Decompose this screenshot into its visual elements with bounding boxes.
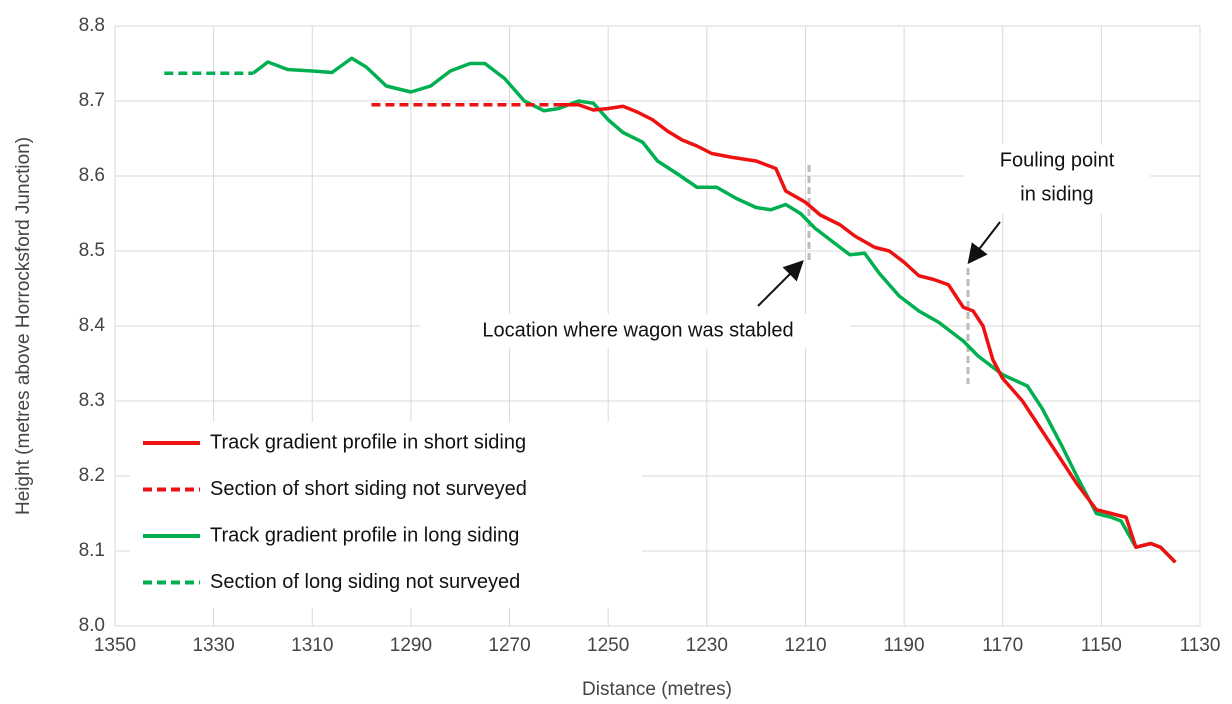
x-tick-label: 1330 <box>192 635 234 656</box>
annotation-arrow <box>967 221 1001 265</box>
y-tick-label: 8.7 <box>79 90 105 111</box>
annotation-arrow <box>757 260 804 307</box>
y-tick-label: 8.1 <box>79 540 105 561</box>
y-tick-label: 8.8 <box>79 15 105 36</box>
annotation-bg <box>420 314 850 348</box>
y-tick-label: 8.5 <box>79 240 105 261</box>
legend-label: Section of short siding not surveyed <box>210 478 527 500</box>
x-tick-label: 1190 <box>884 635 925 656</box>
x-tick-label: 1150 <box>1081 635 1122 656</box>
x-tick-label: 1350 <box>94 635 136 656</box>
x-tick-label: 1210 <box>784 635 826 656</box>
legend-label: Track gradient profile in short siding <box>210 431 526 453</box>
annotation-text: in siding <box>1020 183 1093 205</box>
series-line <box>558 103 1177 564</box>
annotation-text: Fouling point <box>1000 149 1115 171</box>
y-tick-label: 8.0 <box>79 615 105 636</box>
annotation-text: Location where wagon was stabled <box>482 319 793 341</box>
x-tick-label: 1170 <box>982 635 1023 656</box>
x-tick-label: 1310 <box>291 635 333 656</box>
legend-label: Section of long siding not surveyed <box>210 571 520 593</box>
annotation-bg <box>965 144 1150 214</box>
x-axis-title: Distance (metres) <box>582 679 732 700</box>
x-tick-label: 1250 <box>587 635 629 656</box>
y-tick-label: 8.3 <box>79 390 105 411</box>
legend-box <box>130 422 642 608</box>
series-line <box>252 56 1177 564</box>
x-tick-label: 1230 <box>686 635 728 656</box>
legend-label: Track gradient profile in long siding <box>210 524 519 546</box>
x-tick-label: 1130 <box>1180 635 1221 656</box>
y-axis-title: Height (metres above Horrocksford Juncti… <box>13 137 34 515</box>
y-tick-label: 8.2 <box>79 465 105 486</box>
y-tick-label: 8.4 <box>79 315 106 336</box>
y-tick-label: 8.6 <box>79 165 105 186</box>
x-tick-label: 1290 <box>390 635 432 656</box>
x-tick-label: 1270 <box>488 635 530 656</box>
